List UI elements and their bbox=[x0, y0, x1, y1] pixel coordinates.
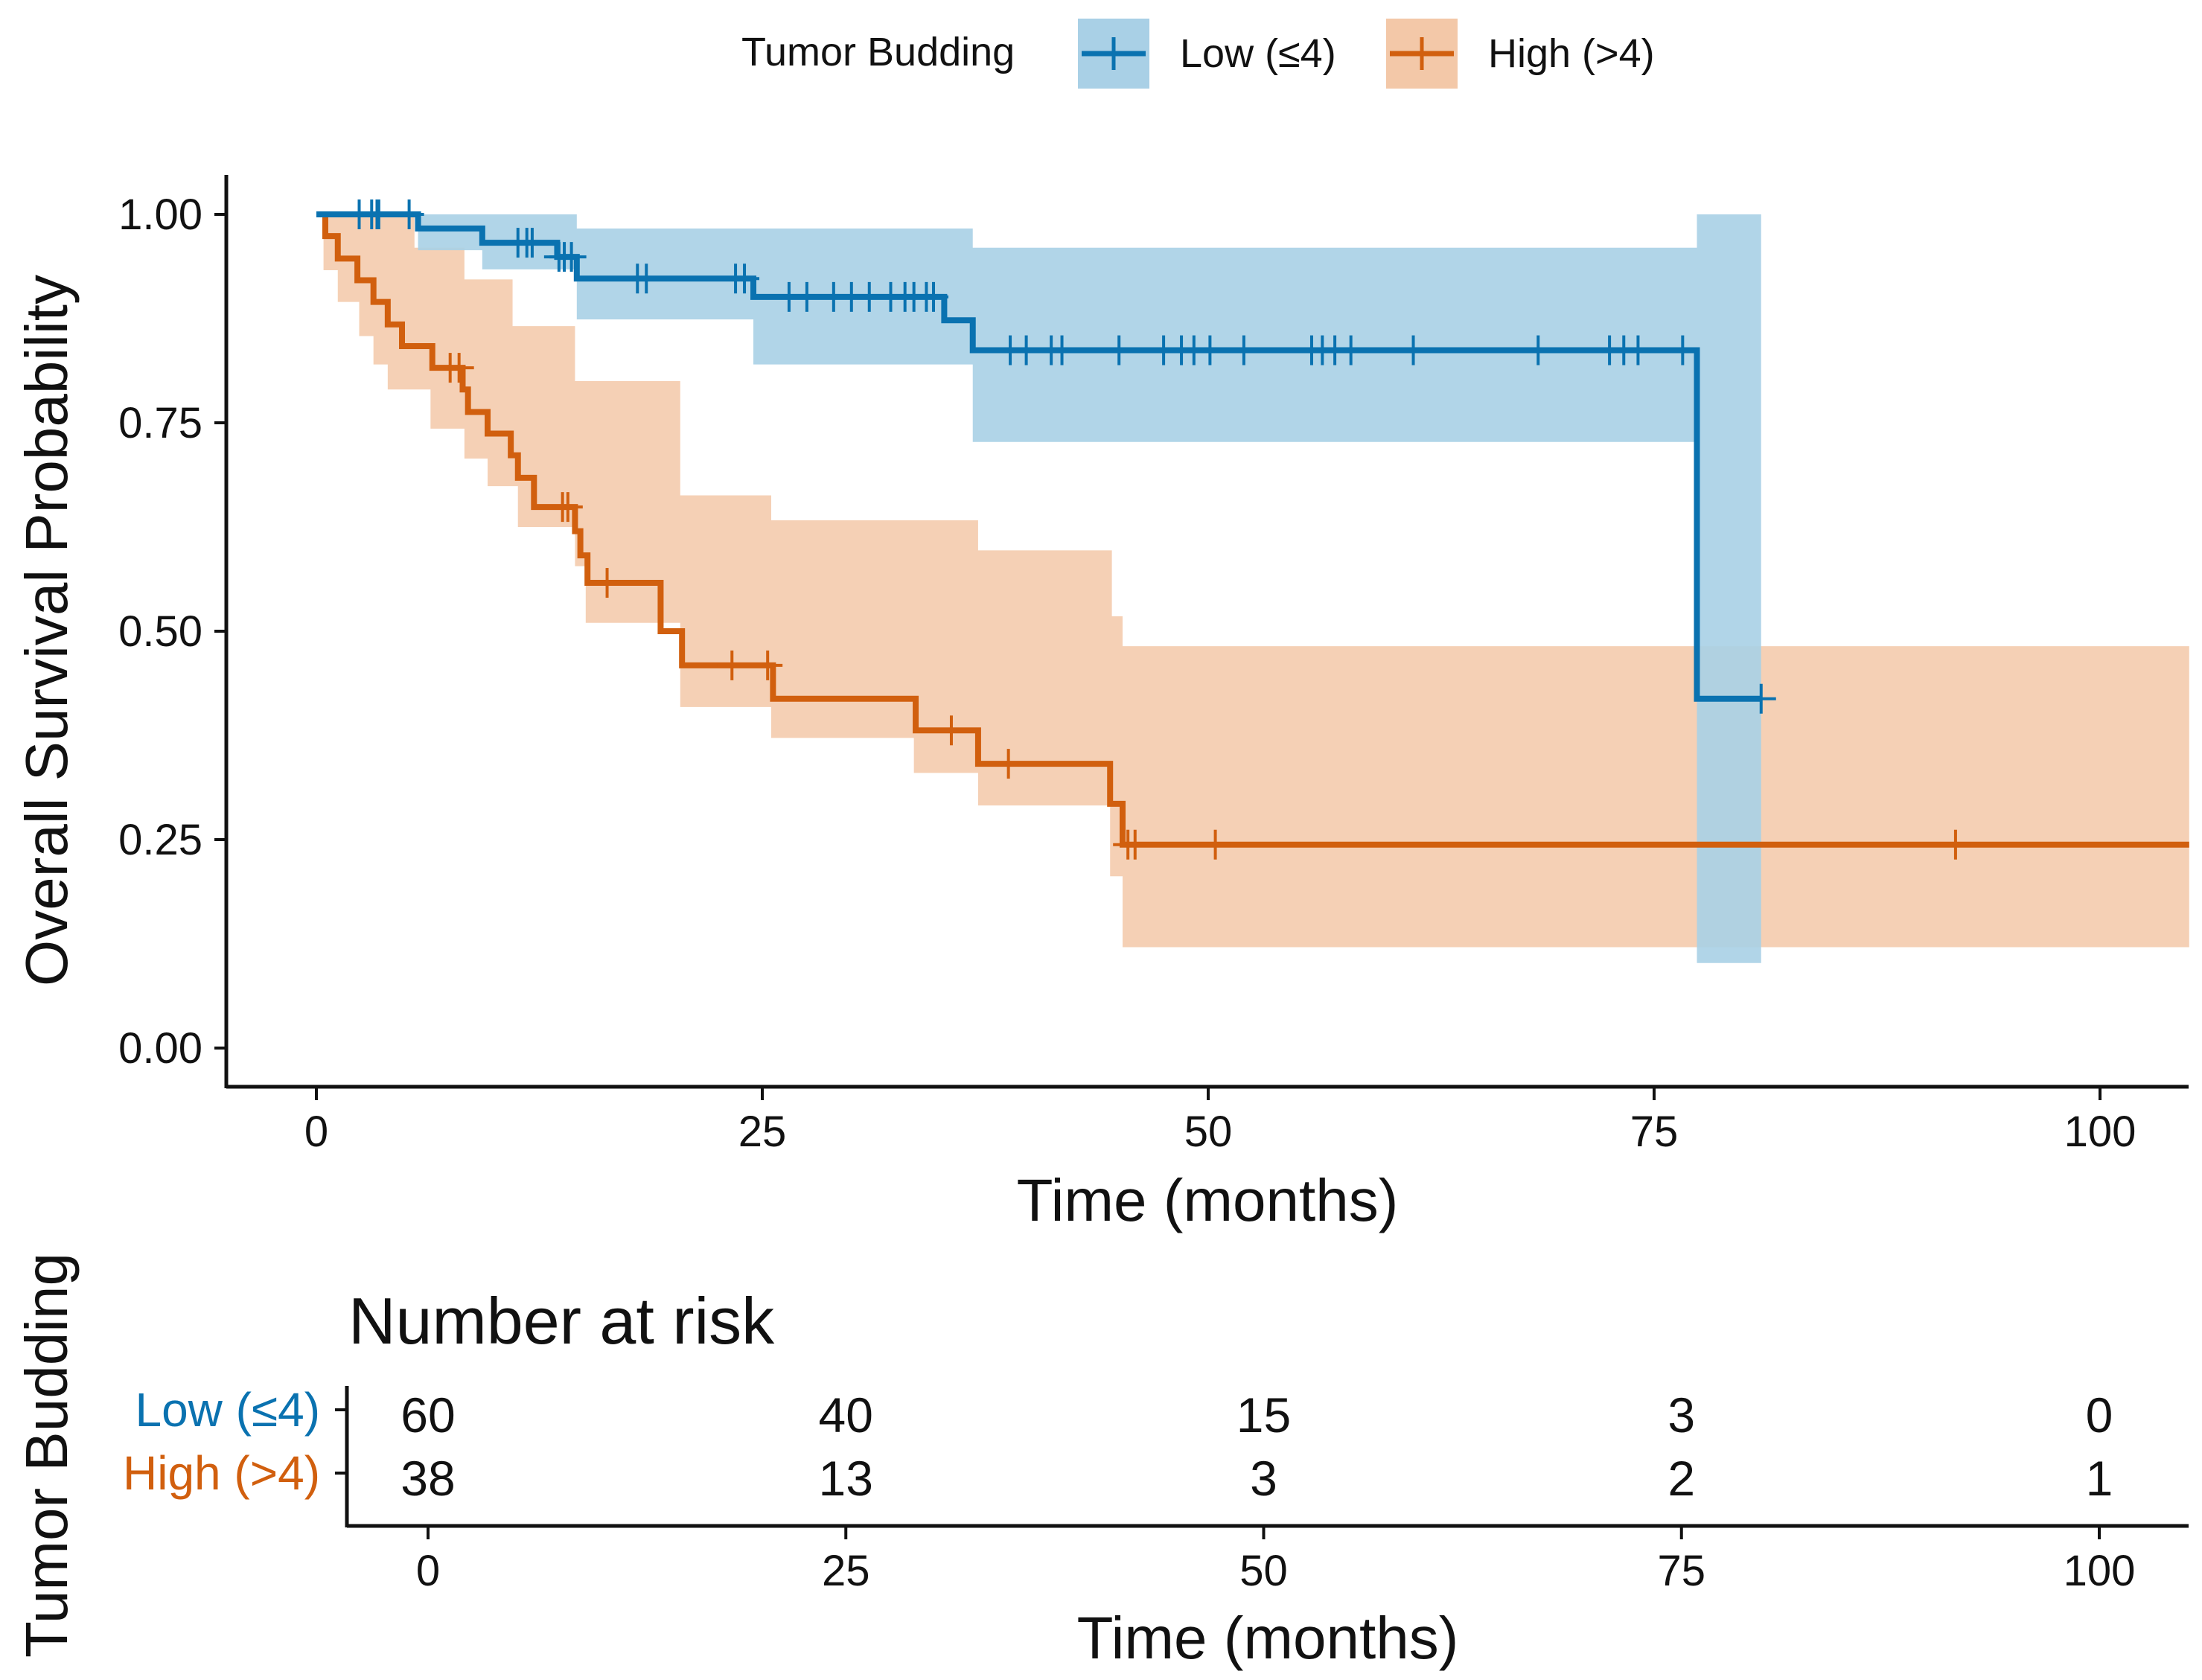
risk-table-title: Number at risk bbox=[348, 1284, 775, 1358]
censor-mark-low bbox=[1228, 335, 1259, 365]
censor-mark-low bbox=[730, 264, 760, 294]
risk-count-low: 60 bbox=[400, 1387, 455, 1443]
risk-table-row-labels: Low (≤4) High (>4) bbox=[123, 1383, 347, 1500]
risk-table-x-ticks: 0 25 50 75 100 bbox=[416, 1526, 2136, 1595]
censor-mark-low bbox=[1523, 335, 1554, 365]
censor-mark-low bbox=[1398, 335, 1429, 365]
censor-mark-low bbox=[394, 199, 424, 229]
risk-x-tick-label: 75 bbox=[1657, 1547, 1705, 1595]
legend-item-low: Low (≤4) bbox=[1078, 19, 1336, 89]
censor-mark-high bbox=[753, 650, 783, 680]
y-tick-label: 0.00 bbox=[118, 1024, 202, 1073]
censor-mark-high bbox=[1120, 829, 1150, 860]
censor-mark-low bbox=[791, 281, 822, 312]
ci-band-low bbox=[316, 214, 1761, 963]
censor-mark-high bbox=[993, 749, 1024, 779]
risk-table-y-title: Tumor Budding bbox=[13, 1253, 80, 1658]
risk-row-label-high: High (>4) bbox=[123, 1446, 320, 1500]
legend-title: Tumor Budding bbox=[741, 30, 1015, 74]
survival-curve-high bbox=[316, 211, 2189, 848]
risk-count-low: 0 bbox=[2086, 1387, 2113, 1443]
ci-bands bbox=[316, 214, 2189, 963]
y-tick-label: 0.25 bbox=[118, 816, 202, 864]
censor-mark-high bbox=[1940, 829, 1970, 860]
censor-mark-low bbox=[517, 228, 547, 258]
risk-count-low: 40 bbox=[819, 1387, 873, 1443]
risk-count-high: 13 bbox=[819, 1451, 873, 1506]
risk-count-high: 3 bbox=[1250, 1451, 1277, 1506]
x-axis-title: Time (months) bbox=[1017, 1167, 1399, 1233]
censor-marks bbox=[344, 199, 1970, 860]
censor-mark-low bbox=[1104, 335, 1134, 365]
x-tick-label: 100 bbox=[2064, 1108, 2136, 1156]
y-tick-label: 0.75 bbox=[118, 399, 202, 447]
censor-mark-low bbox=[1623, 335, 1653, 365]
censor-mark-high bbox=[717, 650, 747, 680]
risk-count-high: 38 bbox=[400, 1451, 455, 1506]
risk-count-low: 15 bbox=[1236, 1387, 1291, 1443]
censor-mark-high bbox=[1200, 829, 1231, 860]
censor-mark-high bbox=[592, 568, 622, 598]
risk-table-x-title: Time (months) bbox=[1077, 1605, 1459, 1671]
risk-x-tick-label: 100 bbox=[2064, 1547, 2136, 1595]
censor-mark-high bbox=[552, 492, 583, 523]
y-tick-label: 0.50 bbox=[118, 607, 202, 656]
censor-mark-low bbox=[919, 281, 949, 312]
censor-mark-high bbox=[936, 715, 966, 746]
risk-count-low: 3 bbox=[1668, 1387, 1695, 1443]
legend-label-low: Low (≤4) bbox=[1180, 31, 1336, 76]
y-axis-ticks: 0.00 0.25 0.50 0.75 1.00 bbox=[118, 191, 226, 1073]
x-tick-label: 75 bbox=[1630, 1108, 1679, 1156]
risk-count-high: 2 bbox=[1668, 1451, 1695, 1506]
censor-mark-low bbox=[1047, 335, 1077, 365]
risk-row-label-low: Low (≤4) bbox=[135, 1383, 320, 1437]
censor-mark-low bbox=[363, 199, 394, 229]
censor-mark-high bbox=[444, 353, 474, 383]
censor-mark-low bbox=[1746, 683, 1776, 714]
x-tick-label: 0 bbox=[304, 1108, 328, 1156]
risk-table-counts: 60 40 15 3 0 38 13 3 2 1 bbox=[400, 1387, 2113, 1506]
risk-count-high: 1 bbox=[2086, 1451, 2113, 1506]
censor-mark-low bbox=[1011, 335, 1041, 365]
x-tick-label: 25 bbox=[738, 1108, 787, 1156]
y-tick-label: 1.00 bbox=[118, 191, 202, 239]
censor-mark-low bbox=[631, 264, 662, 294]
risk-table: Number at risk Tumor Budding Low (≤4) Hig… bbox=[13, 1253, 2189, 1671]
legend-label-high: High (>4) bbox=[1488, 31, 1655, 76]
legend-item-high: High (>4) bbox=[1386, 19, 1655, 89]
censor-mark-low bbox=[1195, 335, 1225, 365]
y-axis-title: Overall Survival Probability bbox=[13, 275, 80, 986]
risk-x-tick-label: 50 bbox=[1239, 1547, 1288, 1595]
x-axis-ticks: 0 25 50 75 100 bbox=[304, 1087, 2136, 1156]
censor-mark-low bbox=[1335, 335, 1366, 365]
risk-x-tick-label: 25 bbox=[822, 1547, 870, 1595]
censor-mark-low bbox=[556, 242, 587, 272]
legend: Tumor Budding Low (≤4) High (>4) bbox=[741, 19, 1655, 89]
censor-mark-low bbox=[1668, 335, 1698, 365]
risk-x-tick-label: 0 bbox=[416, 1547, 440, 1595]
x-tick-label: 50 bbox=[1184, 1108, 1233, 1156]
km-plot: 0.00 0.25 0.50 0.75 1.00 0 25 50 75 100 Time (mo… bbox=[13, 175, 2189, 1233]
